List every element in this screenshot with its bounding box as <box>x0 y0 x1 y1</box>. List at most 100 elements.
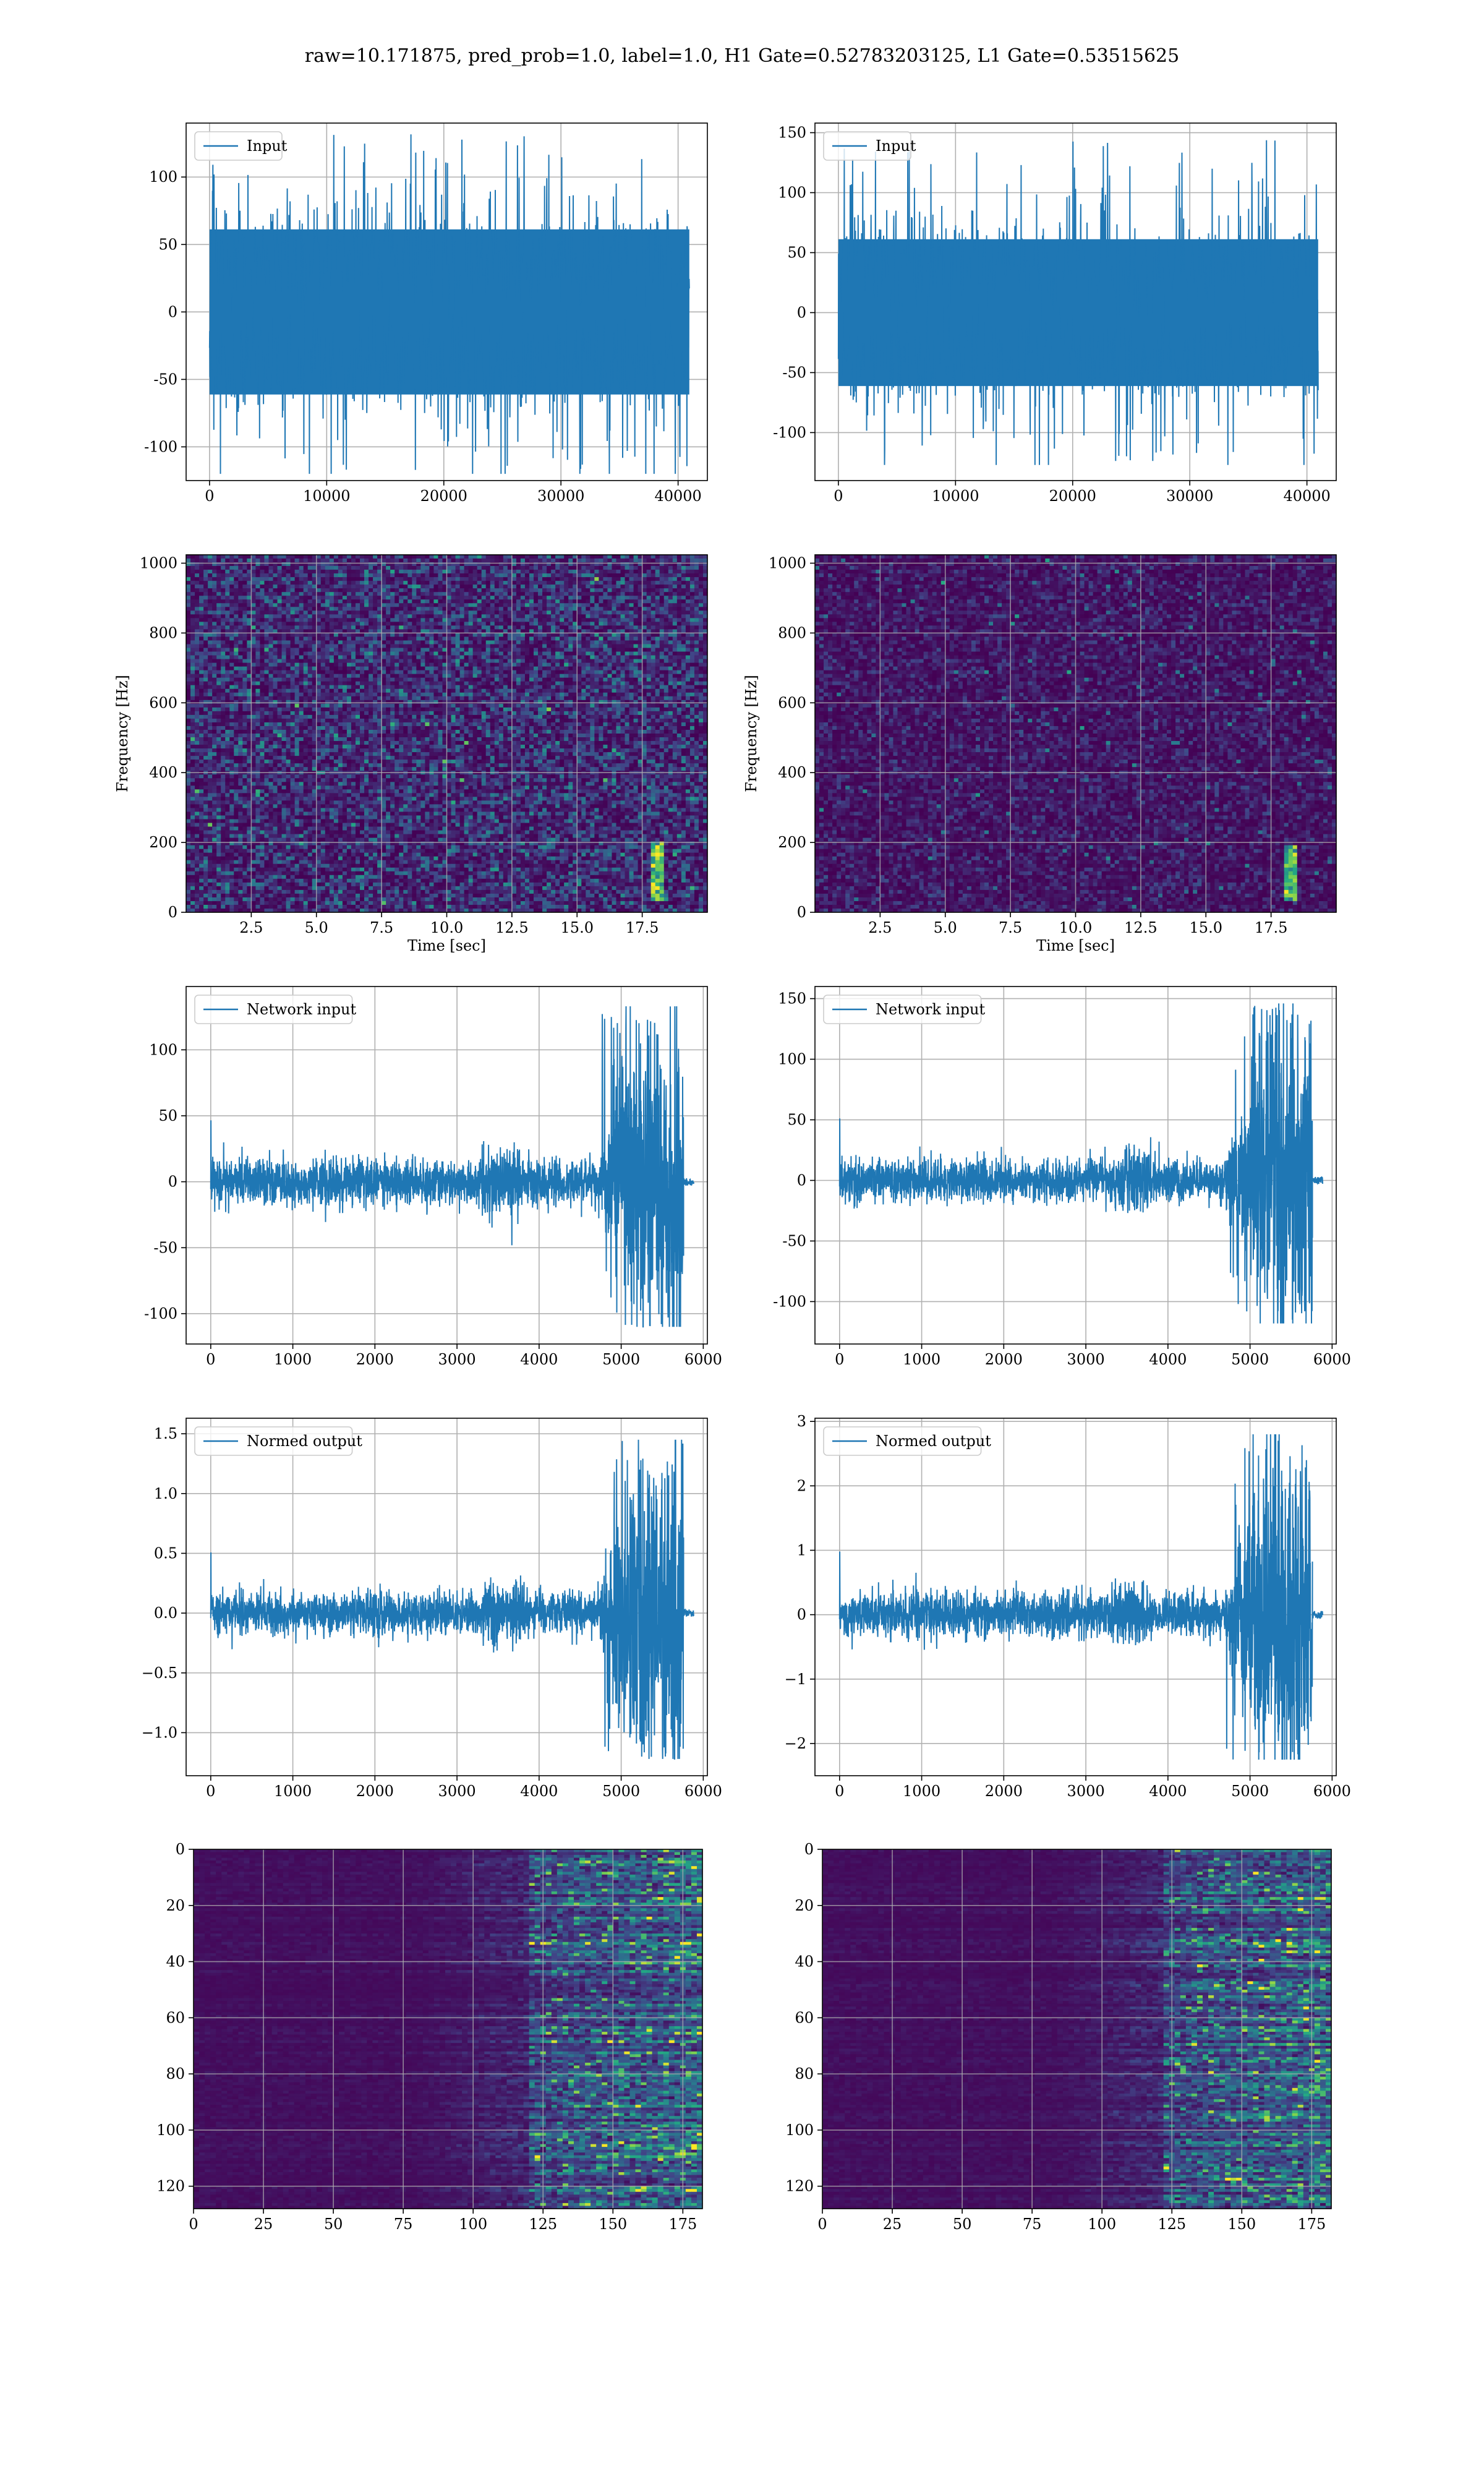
heatmap-cell <box>590 570 595 574</box>
heatmap-cell <box>616 622 621 626</box>
heatmap-cell <box>568 566 573 570</box>
heatmap-cell <box>242 607 247 611</box>
heatmap-cell <box>286 566 291 570</box>
heatmap-cell <box>216 603 221 607</box>
x-tick-label: 40000 <box>1283 487 1330 505</box>
heatmap-cell <box>264 610 269 615</box>
heatmap-cell <box>538 596 543 600</box>
heatmap-cell <box>229 614 234 618</box>
heatmap-cell <box>694 614 699 618</box>
heatmap-cell <box>407 614 412 618</box>
heatmap-cell <box>234 588 239 593</box>
heatmap-cell <box>577 592 582 596</box>
heatmap-cell <box>512 648 517 653</box>
heatmap-cell <box>221 622 226 626</box>
heatmap-cell <box>251 566 256 570</box>
heatmap-cell <box>664 607 669 611</box>
heatmap-cell <box>403 633 408 637</box>
heatmap-cell <box>394 599 399 604</box>
heatmap-cell <box>221 570 226 574</box>
heatmap-cell <box>660 640 665 644</box>
heatmap-cell <box>677 566 682 570</box>
heatmap-cell <box>486 570 491 574</box>
heatmap-cell <box>477 636 482 641</box>
heatmap-cell <box>438 584 443 589</box>
heatmap-cell <box>195 555 200 559</box>
heatmap-cell <box>629 581 634 585</box>
heatmap-cell <box>668 577 673 581</box>
heatmap-cell <box>677 555 682 559</box>
heatmap-cell <box>334 566 339 570</box>
heatmap-cell <box>460 599 465 604</box>
heatmap-cell <box>199 599 204 604</box>
heatmap-cell <box>642 633 647 637</box>
heatmap-cell <box>394 648 399 653</box>
heatmap-cell <box>264 581 269 585</box>
heatmap-cell <box>351 596 356 600</box>
heatmap-cell <box>464 584 469 589</box>
heatmap-cell <box>529 636 534 641</box>
heatmap-cell <box>607 555 612 559</box>
heatmap-cell <box>416 622 421 626</box>
heatmap-cell <box>555 581 560 585</box>
heatmap-cell <box>242 570 247 574</box>
heatmap-cell <box>647 625 652 630</box>
heatmap-cell <box>612 636 616 641</box>
heatmap-cell <box>581 596 586 600</box>
heatmap-cell <box>668 599 673 604</box>
heatmap-cell <box>534 622 539 626</box>
heatmap-cell <box>568 559 573 563</box>
heatmap-cell <box>251 570 256 574</box>
heatmap-cell <box>291 622 296 626</box>
heatmap-cell <box>195 603 200 607</box>
heatmap-cell <box>594 581 599 585</box>
heatmap-cell <box>651 570 656 574</box>
heatmap-cell <box>499 599 504 604</box>
heatmap-cell <box>473 636 478 641</box>
heatmap-cell <box>603 577 608 581</box>
heatmap-cell <box>473 622 478 626</box>
heatmap-cell <box>490 614 495 618</box>
heatmap-cell <box>451 573 456 578</box>
heatmap-cell <box>260 625 265 630</box>
heatmap-cell <box>534 592 539 596</box>
heatmap-cell <box>238 596 243 600</box>
heatmap-cell <box>199 559 204 563</box>
heatmap-cell <box>373 640 378 644</box>
heatmap-cell <box>686 622 691 626</box>
heatmap-cell <box>621 610 626 615</box>
heatmap-cell <box>304 640 309 644</box>
heatmap-cell <box>529 625 534 630</box>
heatmap-cell <box>599 566 603 570</box>
heatmap-cell <box>599 599 603 604</box>
heatmap-cell <box>390 570 395 574</box>
heatmap-cell <box>651 607 656 611</box>
heatmap-cell <box>282 584 287 589</box>
heatmap-cell <box>603 573 608 578</box>
heatmap-cell <box>560 622 565 626</box>
heatmap-cell <box>460 636 465 641</box>
heatmap-cell <box>690 640 695 644</box>
heatmap-cell <box>503 588 508 593</box>
heatmap-cell <box>273 570 278 574</box>
heatmap-cell <box>690 596 695 600</box>
heatmap-cell <box>555 618 560 622</box>
heatmap-cell <box>473 573 478 578</box>
heatmap-cell <box>629 640 634 644</box>
heatmap-cell <box>555 636 560 641</box>
heatmap-cell <box>216 607 221 611</box>
heatmap-cell <box>221 607 226 611</box>
heatmap-cell <box>651 596 656 600</box>
heatmap-cell <box>551 644 556 649</box>
heatmap-cell <box>668 596 673 600</box>
legend-label: Input <box>247 137 288 155</box>
heatmap-cell <box>486 566 491 570</box>
heatmap-cell <box>512 573 517 578</box>
heatmap-cell <box>208 596 213 600</box>
heatmap-cell <box>629 588 634 593</box>
heatmap-cell <box>664 636 669 641</box>
heatmap-cell <box>420 599 425 604</box>
heatmap-cell <box>473 618 478 622</box>
heatmap-cell <box>291 573 296 578</box>
heatmap-cell <box>390 581 395 585</box>
